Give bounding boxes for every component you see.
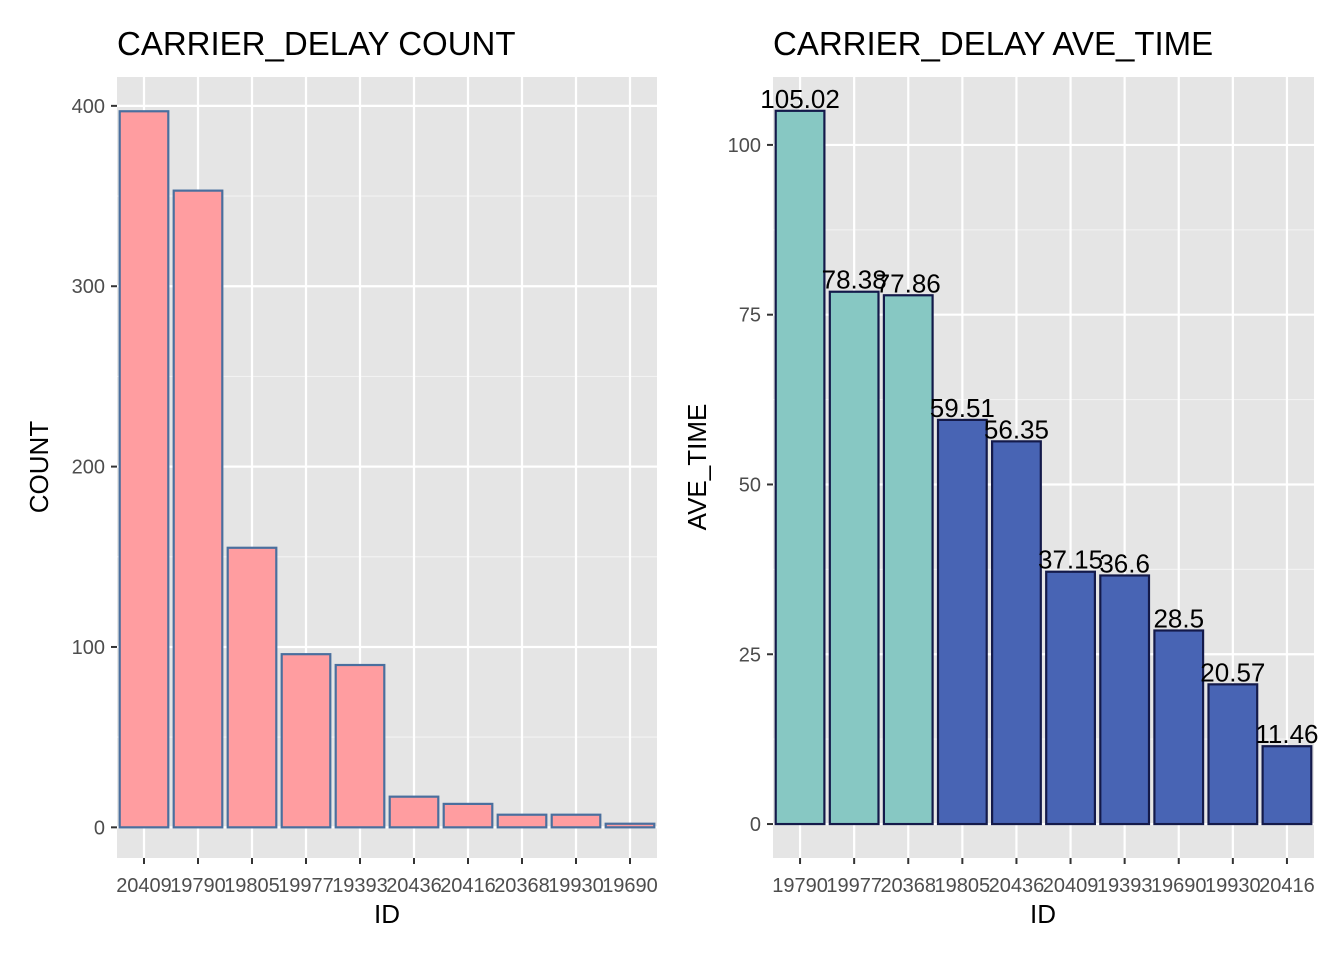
ave-y-tick-label: 0 [750,814,761,836]
ave-time-y-ticks: 0 25 50 75 100 [728,135,773,836]
ave-x-tick-label: 19805 [935,875,991,897]
ave-y-tick-label: 75 [739,305,761,327]
ave-x-tick-label: 19977 [826,875,882,897]
ave-bar-19790 [774,109,826,826]
count-y-tick-label: 400 [72,96,105,118]
ave-bar-20436 [991,440,1042,826]
count-chart-title: CARRIER_DELAY COUNT [117,25,516,62]
ave-time-x-ticks: 1979019977203681980520436204091939319690… [772,858,1315,897]
ave-data-label: 56.35 [984,414,1049,444]
ave-time-x-axis-title: ID [1030,899,1056,929]
ave-x-tick-label: 19690 [1151,875,1207,897]
ave-bar-19805 [936,418,988,826]
ave-data-label: 28.5 [1153,603,1204,633]
ave-time-chart-title: CARRIER_DELAY AVE_TIME [773,25,1213,62]
count-bar-19977 [280,653,332,829]
ave-bar-20409 [1045,570,1096,826]
count-y-tick-label: 300 [72,276,105,298]
count-x-tick-label: 20409 [116,875,172,897]
count-x-tick-label: 19977 [278,875,334,897]
ave-bar-20416 [1261,745,1313,826]
count-bar-19690 [604,822,656,829]
ave-time-bars [774,109,1313,826]
ave-x-tick-label: 19790 [772,875,828,897]
count-bar-20416 [442,802,494,829]
ave-data-label: 37.15 [1038,545,1103,575]
ave-time-y-axis-title: AVE_TIME [682,404,712,531]
ave-data-label: 11.46 [1255,719,1318,749]
count-y-ticks: 0 100 200 300 400 [72,96,117,839]
count-x-tick-label: 20368 [494,875,550,897]
ave-bar-19393 [1099,574,1151,826]
ave-data-label: 36.6 [1099,548,1150,578]
count-bar-20436 [388,795,440,829]
count-bar-20409 [118,110,170,829]
ave-bar-20368 [882,294,934,826]
count-x-tick-label: 19690 [602,875,658,897]
ave-x-tick-label: 19930 [1205,875,1261,897]
count-x-tick-label: 20436 [386,875,442,897]
count-bar-19805 [226,546,278,829]
count-bar-19930 [550,813,602,829]
count-x-tick-label: 19790 [170,875,226,897]
ave-x-tick-label: 20368 [880,875,936,897]
ave-y-tick-label: 50 [739,474,761,496]
ave-data-label: 20.57 [1200,657,1265,687]
count-x-tick-label: 19393 [332,875,388,897]
count-y-tick-label: 0 [94,817,105,839]
ave-x-tick-label: 20409 [1043,875,1099,897]
count-y-tick-label: 200 [72,457,105,479]
ave-x-tick-label: 20436 [989,875,1045,897]
count-x-tick-label: 19805 [224,875,280,897]
count-y-tick-label: 100 [72,637,105,659]
ave-data-label: 105.02 [760,84,840,114]
ave-bar-19977 [828,290,880,826]
ave-data-label: 77.86 [876,268,941,298]
ave-data-label: 78.38 [822,265,887,295]
ave-bar-19690 [1153,629,1205,826]
count-bar-20368 [496,813,548,829]
count-x-tick-label: 20416 [440,875,496,897]
count-bar-19790 [172,189,224,829]
count-x-ticks: 2040919790198051997719393204362041620368… [116,858,658,897]
count-x-tick-label: 19930 [548,875,604,897]
ave-data-label: 59.51 [930,393,995,423]
ave-y-tick-label: 25 [739,644,761,666]
ave-y-tick-label: 100 [728,135,761,157]
count-x-axis-title: ID [374,899,400,929]
count-bar-19393 [334,663,386,829]
ave-bar-19930 [1207,683,1259,826]
count-bars [118,110,656,829]
ave-x-tick-label: 20416 [1259,875,1315,897]
ave-x-tick-label: 19393 [1097,875,1153,897]
count-y-axis-title: COUNT [24,421,54,514]
